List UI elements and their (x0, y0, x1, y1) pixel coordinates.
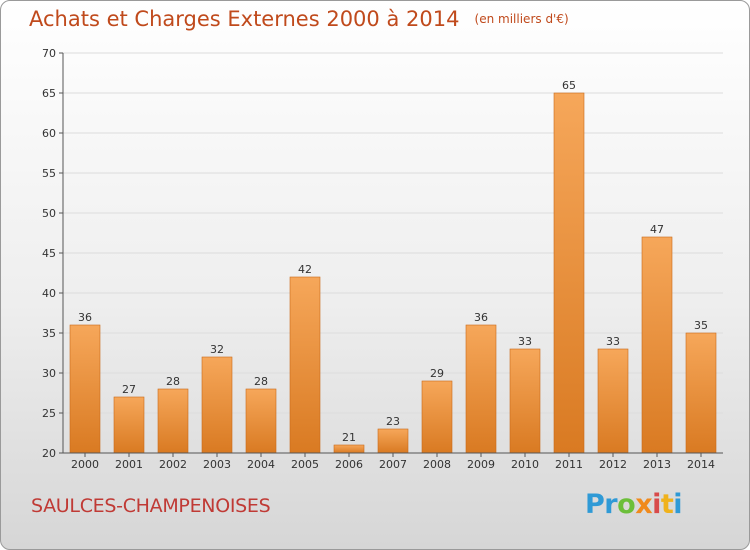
y-tick-label: 45 (42, 247, 56, 260)
y-tick-label: 40 (42, 287, 56, 300)
bar (69, 324, 101, 454)
logo-letter: t (660, 489, 674, 520)
bar (553, 92, 585, 454)
x-tick-label: 2005 (291, 458, 319, 471)
y-tick-label: 50 (42, 207, 56, 220)
value-label: 35 (694, 319, 708, 332)
y-tick-label: 35 (42, 327, 56, 340)
x-tick-label: 2014 (687, 458, 715, 471)
x-tick-label: 2002 (159, 458, 187, 471)
bar (421, 380, 453, 454)
proxiti-logo: Proxiti (585, 489, 683, 520)
value-label: 23 (386, 415, 400, 428)
location-name: SAULCES-CHAMPENOISES (31, 495, 271, 517)
y-axis-ticks: 20 25 30 35 40 45 50 55 60 65 70 (42, 47, 63, 460)
y-tick-label: 55 (42, 167, 56, 180)
bar (157, 388, 189, 454)
x-tick-label: 2013 (643, 458, 671, 471)
x-tick-label: 2000 (71, 458, 99, 471)
value-label: 47 (650, 223, 664, 236)
logo-letter: o (617, 489, 636, 520)
value-label: 36 (474, 311, 488, 324)
x-tick-label: 2001 (115, 458, 143, 471)
value-labels: 36 27 28 32 28 42 21 23 29 36 33 65 33 47 35 (78, 79, 708, 444)
x-tick-label: 2004 (247, 458, 275, 471)
bar (509, 348, 541, 454)
value-label: 29 (430, 367, 444, 380)
bar (245, 388, 277, 454)
logo-letter: P (585, 489, 605, 520)
value-label: 28 (254, 375, 268, 388)
bar (465, 324, 497, 454)
axes (62, 53, 723, 454)
x-tick-label: 2011 (555, 458, 583, 471)
value-label: 36 (78, 311, 92, 324)
bar (289, 276, 321, 454)
logo-letter: i (652, 489, 661, 520)
bar (201, 356, 233, 454)
x-tick-label: 2006 (335, 458, 363, 471)
x-tick-label: 2007 (379, 458, 407, 471)
bar (685, 332, 717, 454)
value-label: 27 (122, 383, 136, 396)
x-axis-ticks: 2000 2001 2002 2003 2004 2005 2006 2007 2008 2009… (71, 453, 715, 471)
bar (377, 428, 409, 454)
x-tick-label: 2003 (203, 458, 231, 471)
x-tick-label: 2010 (511, 458, 539, 471)
value-label: 33 (518, 335, 532, 348)
x-tick-label: 2008 (423, 458, 451, 471)
chart-title: Achats et Charges Externes 2000 à 2014 (… (29, 7, 569, 31)
logo-letter: i (673, 489, 683, 520)
bar (113, 396, 145, 454)
chart-unit: (en milliers d'€) (474, 12, 569, 26)
logo-letter: r (604, 489, 618, 520)
x-tick-label: 2009 (467, 458, 495, 471)
y-tick-label: 70 (42, 47, 56, 60)
chart-title-text: Achats et Charges Externes 2000 à 2014 (29, 7, 460, 31)
value-label: 65 (562, 79, 576, 92)
y-tick-label: 30 (42, 367, 56, 380)
x-tick-label: 2012 (599, 458, 627, 471)
bar (597, 348, 629, 454)
bar (641, 236, 673, 454)
y-tick-label: 65 (42, 87, 56, 100)
value-label: 32 (210, 343, 224, 356)
bar (333, 444, 365, 454)
value-label: 42 (298, 263, 312, 276)
y-tick-label: 25 (42, 407, 56, 420)
value-label: 33 (606, 335, 620, 348)
value-label: 28 (166, 375, 180, 388)
logo-letter: x (635, 489, 653, 520)
y-tick-label: 60 (42, 127, 56, 140)
value-label: 21 (342, 431, 356, 444)
y-tick-label: 20 (42, 447, 56, 460)
bars (69, 92, 717, 454)
